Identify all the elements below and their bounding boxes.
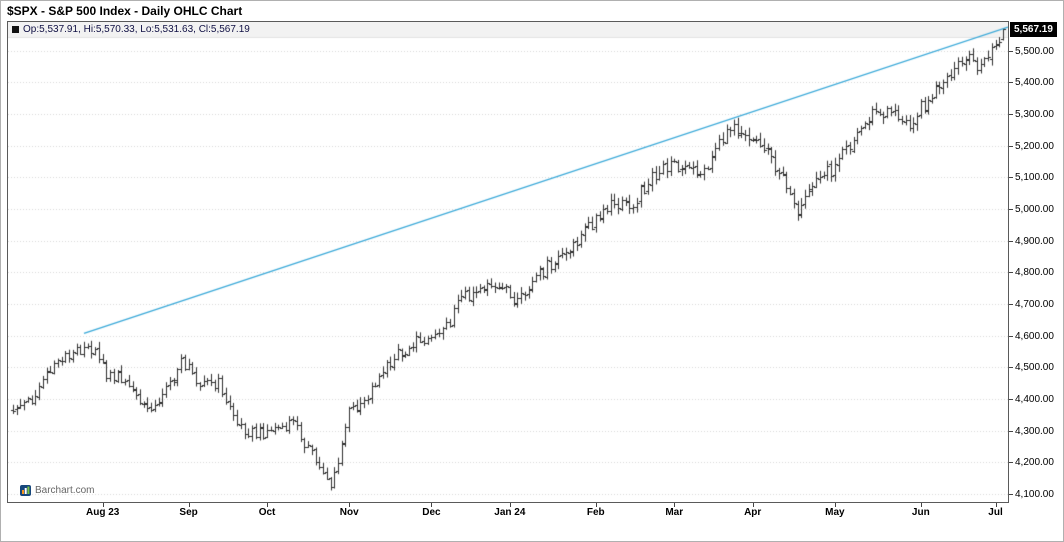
- plot-area: Op:5,537.91, Hi:5,570.33, Lo:5,531.63, C…: [7, 21, 1009, 503]
- x-axis-tick: [267, 503, 268, 507]
- x-axis-label: Nov: [339, 507, 359, 518]
- series-marker-icon: [12, 26, 19, 33]
- y-axis-label: 5,500.00: [1015, 45, 1054, 57]
- y-axis-label: 4,800.00: [1015, 267, 1054, 279]
- x-axis-label: Dec: [422, 507, 441, 518]
- x-axis-tick: [753, 503, 754, 507]
- y-axis-tick: [1009, 177, 1013, 178]
- y-axis-tick: [1009, 114, 1013, 115]
- y-axis-tick: [1009, 272, 1013, 273]
- x-axis-tick: [103, 503, 104, 507]
- y-axis-tick: [1009, 209, 1013, 210]
- ohlc-legend: Op:5,537.91, Hi:5,570.33, Lo:5,531.63, C…: [12, 24, 250, 35]
- y-axis-label: 5,300.00: [1015, 108, 1054, 120]
- x-axis-tick: [921, 503, 922, 507]
- x-axis-label: Aug 23: [85, 507, 120, 518]
- x-axis-tick: [835, 503, 836, 507]
- y-axis-tick: [1009, 336, 1013, 337]
- y-axis-tick: [1009, 82, 1013, 83]
- x-axis-tick: [674, 503, 675, 507]
- last-price-callout: 5,567.19: [1010, 22, 1057, 37]
- y-axis-label: 4,900.00: [1015, 235, 1054, 247]
- y-axis-tick: [1009, 304, 1013, 305]
- y-axis-tick: [1009, 51, 1013, 52]
- x-axis-label: Sep: [179, 507, 198, 518]
- y-axis-label: 4,100.00: [1015, 489, 1054, 501]
- y-axis-label: 5,400.00: [1015, 77, 1054, 89]
- x-axis-label: Jan 24: [494, 507, 526, 518]
- y-axis-label: 5,100.00: [1015, 172, 1054, 184]
- y-axis-label: 4,600.00: [1015, 330, 1054, 342]
- x-axis-tick: [596, 503, 597, 507]
- y-axis-tick: [1009, 241, 1013, 242]
- y-axis-label: 4,300.00: [1015, 425, 1054, 437]
- x-axis-tick: [431, 503, 432, 507]
- ohlc-readout: Op:5,537.91, Hi:5,570.33, Lo:5,531.63, C…: [23, 24, 250, 35]
- y-axis-tick: [1009, 367, 1013, 368]
- y-axis-tick: [1009, 399, 1013, 400]
- x-axis-tick: [510, 503, 511, 507]
- ohlc-chart-canvas[interactable]: [8, 22, 1008, 502]
- y-axis-tick: [1009, 431, 1013, 432]
- y-axis-label: 5,200.00: [1015, 140, 1054, 152]
- watermark-text: Barchart.com: [35, 485, 95, 496]
- y-axis-tick: [1009, 494, 1013, 495]
- y-axis-label: 4,500.00: [1015, 362, 1054, 374]
- watermark[interactable]: Barchart.com: [20, 485, 94, 496]
- x-axis-tick: [349, 503, 350, 507]
- x-axis-label: Mar: [665, 507, 684, 518]
- x-axis-label: Oct: [258, 507, 276, 518]
- x-axis-label: Apr: [744, 507, 762, 518]
- y-axis-tick: [1009, 462, 1013, 463]
- x-axis-label: Jun: [911, 507, 930, 518]
- x-axis-label: Jul: [988, 507, 1003, 518]
- x-axis-label: Feb: [586, 507, 605, 518]
- barchart-logo-icon: [20, 485, 31, 496]
- x-axis-label: May: [825, 507, 845, 518]
- y-axis-label: 5,000.00: [1015, 203, 1054, 215]
- y-axis-label: 4,700.00: [1015, 298, 1054, 310]
- x-axis-tick: [996, 503, 997, 507]
- y-axis-label: 4,400.00: [1015, 394, 1054, 406]
- chart-title: $SPX - S&P 500 Index - Daily OHLC Chart: [7, 4, 243, 18]
- y-axis-tick: [1009, 146, 1013, 147]
- y-axis-label: 4,200.00: [1015, 457, 1054, 469]
- x-axis-tick: [189, 503, 190, 507]
